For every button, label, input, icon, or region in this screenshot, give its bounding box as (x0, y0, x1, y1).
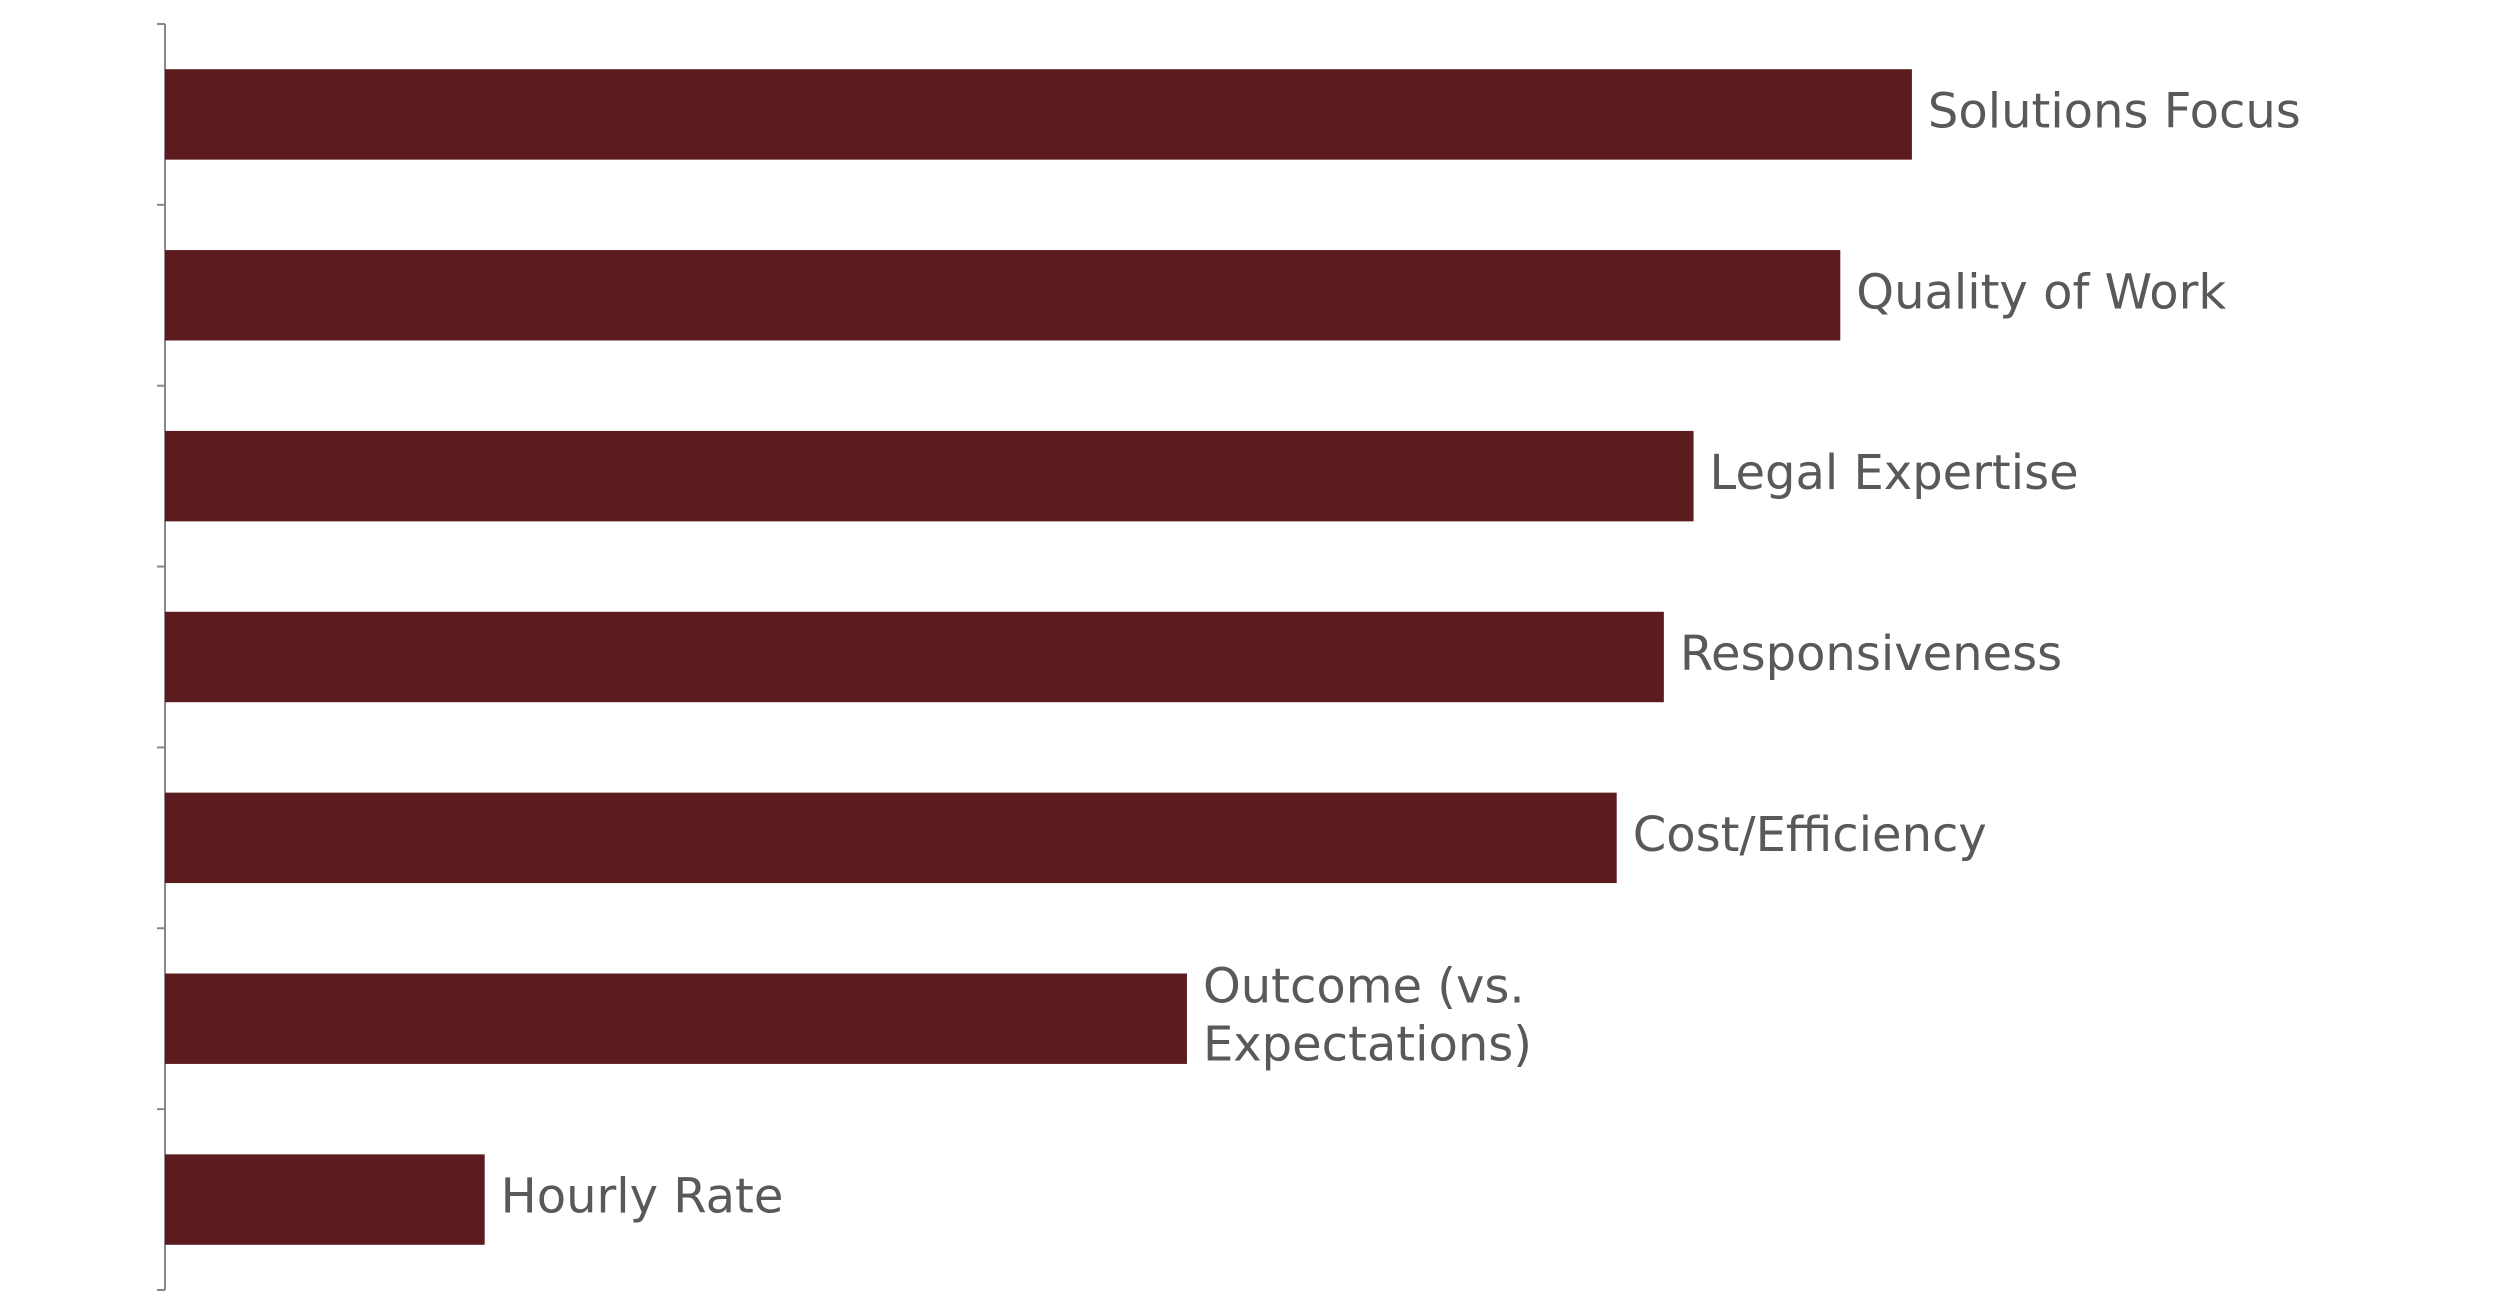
bar (165, 250, 1841, 341)
bar-label: Quality of Work (1856, 264, 2226, 320)
bar-label: Solutions Focus (1928, 83, 2301, 139)
bar (165, 430, 1694, 522)
bar-label: Legal Expertise (1710, 445, 2079, 501)
bar (165, 973, 1187, 1064)
bar-label: Hourly Rate (501, 1169, 784, 1225)
bar (165, 69, 1912, 160)
bar (165, 611, 1664, 703)
bar-label: Cost/Efficiency (1633, 807, 1987, 863)
bar-label: Responsiveness (1680, 626, 2062, 682)
bar-label: Outcome (vs. Expectations) (1203, 959, 1532, 1073)
bar (165, 792, 1617, 884)
bar (165, 1154, 485, 1245)
